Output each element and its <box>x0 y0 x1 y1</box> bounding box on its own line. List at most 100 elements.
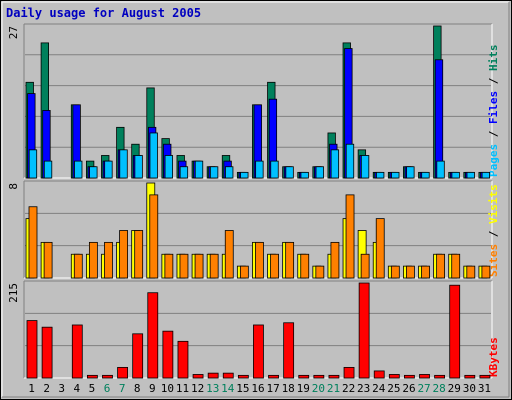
bar-sites <box>224 230 234 279</box>
bar-pages <box>240 171 249 179</box>
bar-sites <box>88 241 98 279</box>
x-tick-label: 15 <box>236 382 249 395</box>
bar-kbytes <box>71 324 83 379</box>
x-tick-label: 7 <box>119 382 126 395</box>
bar-pages <box>164 155 173 179</box>
bar-pages <box>300 171 309 179</box>
chart-title: Daily usage for August 2005 <box>6 6 201 20</box>
bar-pages <box>194 160 204 179</box>
bar-sites <box>239 265 249 279</box>
bar-kbytes <box>313 374 325 379</box>
x-tick-label: 11 <box>176 382 189 395</box>
x-tick-label: 29 <box>448 382 461 395</box>
x-tick-label: 17 <box>266 382 279 395</box>
bar-pages <box>436 160 445 179</box>
series-axis-label: Sites / Visits <box>487 184 500 277</box>
bar-sites <box>285 241 295 279</box>
bar-kbytes <box>237 374 249 379</box>
bar-pages <box>74 160 83 179</box>
x-tick-label: 20 <box>312 382 325 395</box>
x-tick-label: 2 <box>43 382 50 395</box>
bar-kbytes <box>147 292 159 379</box>
bar-kbytes <box>207 372 219 379</box>
bar-sites <box>119 230 128 279</box>
bar-pages <box>270 160 279 179</box>
x-tick-label: 24 <box>372 382 386 395</box>
bar-sites <box>300 253 310 279</box>
x-tick-label: 19 <box>297 382 310 395</box>
x-tick-label: 13 <box>206 382 219 395</box>
bar-sites <box>43 241 53 279</box>
bar-sites <box>360 253 370 279</box>
plot-panel-3: 215 KBytes <box>7 280 500 379</box>
bar-sites <box>73 253 83 279</box>
bar-pages <box>330 149 340 179</box>
bar-sites <box>149 194 159 279</box>
series-axis-label-part: Hits <box>487 45 500 72</box>
x-tick-label: 5 <box>89 382 96 395</box>
bar-kbytes <box>253 324 264 379</box>
bar-pages <box>466 171 475 179</box>
x-tick-label: 22 <box>342 382 355 395</box>
bar-kbytes <box>192 374 204 379</box>
bar-sites <box>179 253 189 279</box>
bar-pages <box>451 171 460 179</box>
bar-pages <box>28 149 38 179</box>
bar-sites <box>345 194 355 279</box>
x-tick-label: 9 <box>149 382 156 395</box>
bar-kbytes <box>41 326 53 379</box>
bar-sites <box>270 253 279 279</box>
bar-kbytes <box>464 374 476 379</box>
series-axis-label-part: Visits <box>487 184 500 224</box>
series-axis-label-part: / <box>487 224 500 244</box>
x-tick-label: 25 <box>387 382 400 395</box>
x-tick-label: 6 <box>104 382 111 395</box>
bar-pages <box>360 155 370 179</box>
bar-pages <box>315 166 324 179</box>
bar-pages <box>149 132 158 179</box>
x-tick-label: 30 <box>463 382 476 395</box>
bar-kbytes <box>86 374 98 379</box>
bar-sites <box>209 253 219 279</box>
bar-files <box>434 59 444 179</box>
bar-kbytes <box>343 366 355 379</box>
bar-kbytes <box>177 340 189 379</box>
bar-kbytes <box>434 374 446 379</box>
bar-kbytes <box>117 366 128 379</box>
bar-sites <box>390 265 400 279</box>
bar-kbytes <box>26 320 38 379</box>
bar-pages <box>345 143 355 179</box>
x-tick-label: 4 <box>74 382 81 395</box>
bar-pages <box>285 166 294 179</box>
bar-kbytes <box>373 370 385 379</box>
plot-panel-1: 27 Pages / Files / Hits <box>7 23 500 179</box>
series-axis-label-part: / <box>487 124 500 144</box>
x-tick-label: 23 <box>357 382 370 395</box>
x-tick-label: 31 <box>478 382 491 395</box>
bar-sites <box>451 253 461 279</box>
series-axis-label-part: KBytes <box>487 337 500 377</box>
y-max-label: 27 <box>7 26 20 39</box>
bar-kbytes <box>268 374 279 379</box>
bar-sites <box>406 265 415 279</box>
bar-kbytes <box>162 330 174 379</box>
bar-kbytes <box>328 374 340 379</box>
bar-pages <box>134 155 143 179</box>
bar-pages <box>406 166 415 179</box>
bar-pages <box>225 166 234 179</box>
bar-pages <box>255 160 264 179</box>
bar-sites <box>255 241 264 279</box>
bar-sites <box>481 265 491 279</box>
bar-sites <box>330 241 340 279</box>
bar-pages <box>89 166 98 179</box>
x-tick-label: 1 <box>28 382 35 395</box>
x-tick-label: 26 <box>402 382 415 395</box>
x-tick-label: 18 <box>282 382 295 395</box>
x-tick-label: 21 <box>327 382 340 395</box>
bar-sites <box>375 218 385 279</box>
bar-kbytes <box>404 374 415 379</box>
bar-kbytes <box>298 374 310 379</box>
x-tick-label: 10 <box>161 382 174 395</box>
bar-sites <box>28 206 38 279</box>
